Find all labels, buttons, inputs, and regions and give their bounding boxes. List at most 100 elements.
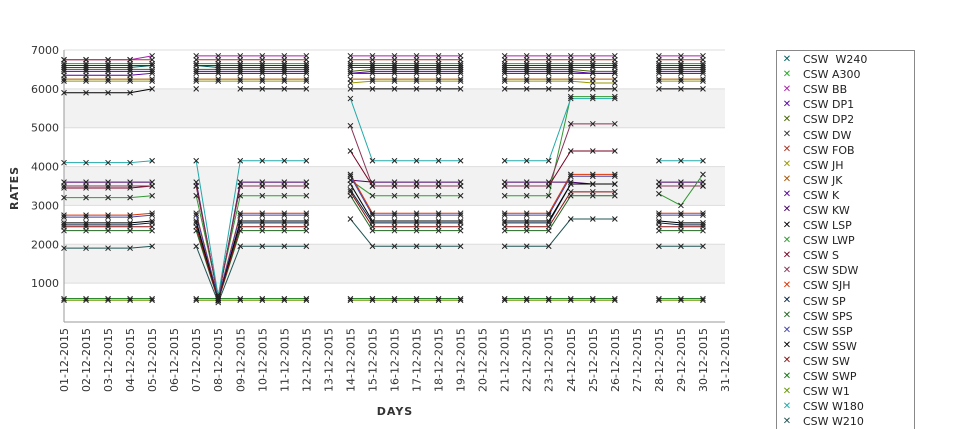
- legend-label: CSW FOB: [803, 143, 855, 157]
- x-tick-labels: 01-12-2015 02-12-2015 03-12-2015 04-12-2015…: [58, 328, 732, 392]
- data-point-csw-w180: [413, 157, 420, 164]
- data-point-csw-w210: [457, 243, 464, 250]
- data-point-csw-s: [611, 148, 618, 154]
- data-point-csw-sp: [700, 222, 706, 228]
- data-point-csw-sw: [369, 223, 376, 230]
- data-point-csw-jh: [656, 78, 662, 84]
- x-tick-label: 12-12-2015: [300, 328, 313, 392]
- data-point-csw-swp: [61, 295, 67, 302]
- series-line-csw-ssw: [504, 183, 615, 222]
- data-point-csw-w1: [61, 297, 67, 304]
- legend-marker-icon: ✕: [782, 98, 792, 110]
- x-tick-label: 30-12-2015: [697, 328, 710, 392]
- data-point-csw-ssw: [281, 218, 288, 224]
- data-point-csw-w180: [457, 157, 464, 164]
- data-point-csw-dp1: [259, 68, 266, 75]
- data-point-csw-ssp: [457, 212, 464, 218]
- data-point-csw-w210: [149, 243, 155, 250]
- data-point-csw-jh: [237, 78, 244, 84]
- series-line-csw-sdw: [195, 185, 307, 297]
- data-point-csw-lsp: [611, 86, 618, 92]
- data-point-csw-sw: [501, 223, 508, 230]
- data-point-csw-jk: [413, 76, 420, 82]
- series-line-csw-w240: [196, 65, 307, 68]
- legend-marker-icon: ✕: [782, 249, 792, 261]
- data-point-csw-sw: [105, 223, 111, 230]
- data-point-csw-ssp: [149, 212, 155, 218]
- data-point-csw-sdw: [391, 183, 398, 189]
- data-point-csw-sw: [303, 223, 310, 230]
- data-point-csw-sdw: [567, 120, 574, 127]
- data-point-csw-w210: [347, 216, 354, 222]
- data-point-csw-ssp: [611, 173, 618, 180]
- legend-marker-icon: ✕: [782, 264, 792, 276]
- data-point-csw-ssp: [105, 214, 111, 220]
- data-point-csw-dw: [435, 62, 442, 69]
- x-tick-label: 18-12-2015: [433, 328, 446, 392]
- data-point-csw-sjh: [369, 210, 376, 217]
- data-point-csw-k: [391, 70, 398, 77]
- data-point-csw-fob: [545, 56, 552, 63]
- data-point-csw-dp2: [611, 68, 618, 75]
- data-point-csw-w180: [215, 293, 222, 300]
- data-point-csw-k: [237, 70, 244, 77]
- data-point-csw-sdw: [523, 183, 530, 189]
- data-point-csw-dp1: [303, 68, 310, 75]
- y-tick-label: 5000: [31, 122, 59, 135]
- data-point-csw-lsp: [259, 86, 266, 92]
- legend-marker-icon: ✕: [782, 68, 792, 80]
- data-point-csw-sjh: [567, 171, 574, 178]
- series-points: [61, 52, 706, 306]
- data-point-csw-jk: [567, 76, 574, 82]
- data-point-csw-swp: [457, 295, 464, 302]
- data-point-csw-w180: [435, 157, 442, 164]
- data-point-csw-swp: [413, 295, 420, 302]
- data-point-csw-jh: [83, 78, 89, 84]
- data-point-csw-sjh: [193, 210, 200, 217]
- data-point-csw-dp1: [567, 68, 574, 75]
- series-line-csw-ssp: [504, 175, 615, 216]
- data-point-csw-swp: [369, 295, 376, 302]
- legend-label: CSW W240: [803, 53, 868, 67]
- data-point-csw-fob: [281, 56, 288, 63]
- data-point-csw-fob: [259, 56, 266, 63]
- data-point-csw-ssp: [589, 173, 596, 180]
- data-point-csw-ssp: [127, 214, 133, 220]
- data-point-csw-ssp: [259, 212, 266, 218]
- data-point-csw-k: [656, 70, 662, 77]
- data-point-csw-ssp: [656, 212, 662, 218]
- data-point-csw-dw: [237, 62, 244, 69]
- data-point-csw-dw: [127, 62, 133, 69]
- data-point-csw-w210: [215, 299, 222, 306]
- legend-item: ✕ CSW S: [777, 248, 914, 263]
- data-point-csw-lwp: [149, 192, 155, 199]
- data-point-csw-w180: [700, 157, 706, 164]
- data-point-csw-k: [545, 70, 552, 77]
- legend-label: CSW KW: [803, 203, 850, 217]
- data-point-csw-fob: [149, 56, 155, 63]
- x-tick-label: 17-12-2015: [411, 328, 424, 392]
- data-point-csw-sw: [457, 223, 464, 230]
- legend-item: ✕ CSW SDW: [777, 263, 914, 278]
- data-point-csw-sw: [545, 223, 552, 230]
- data-point-csw-lwp: [501, 192, 508, 199]
- data-point-csw-sdw: [435, 183, 442, 189]
- data-point-csw-sdw: [193, 183, 200, 189]
- data-point-csw-swp: [678, 295, 684, 302]
- data-point-csw-ssw: [193, 218, 200, 224]
- series-line-csw-w180: [195, 160, 307, 297]
- data-point-csw-k: [347, 70, 354, 77]
- data-point-csw-k: [678, 70, 684, 77]
- legend-item: ✕ CSW W1: [777, 384, 914, 399]
- x-tick-label: 20-12-2015: [477, 328, 490, 392]
- data-point-csw-w210: [435, 243, 442, 250]
- data-point-csw-kw: [567, 179, 574, 185]
- data-point-csw-w1: [83, 297, 89, 304]
- series-line-csw-dp2: [504, 68, 615, 72]
- series-line-csw-sp: [350, 189, 461, 224]
- data-point-csw-sjh: [237, 210, 244, 217]
- data-point-csw-fob: [61, 56, 67, 63]
- data-point-csw-w1: [611, 297, 618, 304]
- data-point-csw-swp: [193, 295, 200, 302]
